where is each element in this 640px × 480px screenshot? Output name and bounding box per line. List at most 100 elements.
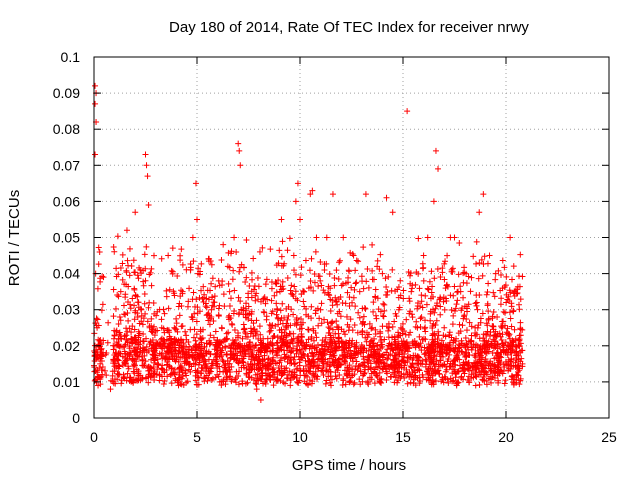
data-point: [370, 299, 377, 306]
data-point: [266, 376, 273, 383]
data-point: [358, 344, 365, 351]
data-point: [455, 271, 462, 278]
data-point: [352, 303, 359, 310]
data-point: [215, 312, 222, 319]
data-point: [316, 362, 323, 369]
data-point: [485, 316, 492, 323]
data-point: [122, 311, 129, 318]
data-point: [209, 375, 216, 382]
data-point: [284, 316, 291, 323]
data-point: [347, 378, 354, 385]
data-point: [433, 317, 440, 324]
data-point: [503, 273, 510, 280]
data-point: [98, 353, 105, 360]
data-point: [451, 234, 458, 241]
data-point: [360, 313, 367, 320]
data-point: [109, 372, 116, 379]
data-point: [451, 357, 458, 364]
data-point: [288, 306, 295, 313]
data-point: [256, 323, 263, 330]
data-point: [227, 315, 234, 322]
data-point: [490, 289, 497, 296]
data-point: [233, 248, 240, 255]
data-point: [346, 302, 353, 309]
data-point: [373, 363, 380, 370]
data-point: [397, 277, 404, 284]
data-point: [225, 280, 232, 287]
data-point: [499, 257, 506, 264]
data-point: [371, 366, 378, 373]
data-point: [336, 372, 343, 379]
data-point: [306, 267, 313, 274]
data-point: [298, 316, 305, 323]
data-point: [349, 251, 356, 258]
data-point: [245, 303, 252, 310]
data-point: [365, 284, 372, 291]
data-point: [242, 311, 249, 318]
data-point: [128, 329, 135, 336]
data-point: [501, 380, 508, 387]
data-point: [336, 338, 343, 345]
data-point: [307, 365, 314, 372]
data-point: [380, 312, 387, 319]
data-point: [475, 350, 482, 357]
data-point: [373, 372, 380, 379]
data-point: [331, 282, 338, 289]
data-point: [175, 371, 182, 378]
data-point: [437, 357, 444, 364]
data-point: [464, 377, 471, 384]
data-point: [352, 366, 359, 373]
data-point: [508, 276, 515, 283]
data-point: [515, 336, 522, 343]
data-point: [193, 369, 200, 376]
data-point: [333, 323, 340, 330]
data-point: [110, 244, 117, 251]
data-point: [460, 368, 467, 375]
data-point: [206, 321, 213, 328]
data-point: [322, 339, 329, 346]
data-point: [407, 329, 414, 336]
data-point: [389, 266, 396, 273]
data-point: [146, 299, 153, 306]
data-point: [422, 317, 429, 324]
y-tick-label: 0.05: [53, 230, 80, 246]
data-point: [450, 377, 457, 384]
data-point: [280, 379, 287, 386]
data-point: [443, 282, 450, 289]
data-point: [280, 369, 287, 376]
data-point: [499, 318, 506, 325]
data-point: [351, 321, 358, 328]
data-point: [517, 332, 524, 339]
data-point: [368, 337, 375, 344]
data-point: [239, 380, 246, 387]
data-point: [407, 280, 414, 287]
data-point: [175, 347, 182, 354]
data-point: [441, 276, 448, 283]
data-point: [129, 356, 136, 363]
data-point: [513, 286, 520, 293]
data-point: [423, 358, 430, 365]
data-point: [326, 325, 333, 332]
data-point: [321, 316, 328, 323]
data-point: [202, 303, 209, 310]
data-point: [404, 380, 411, 387]
data-point: [255, 347, 262, 354]
data-point: [491, 293, 498, 300]
data-point: [257, 396, 264, 403]
data-point: [240, 345, 247, 352]
data-point: [253, 386, 260, 393]
data-point: [291, 283, 298, 290]
data-point: [208, 261, 215, 268]
data-point: [511, 380, 518, 387]
data-point: [320, 360, 327, 367]
data-point: [424, 234, 431, 241]
data-point: [488, 340, 495, 347]
data-point: [516, 337, 523, 344]
data-point: [119, 251, 126, 258]
data-point: [385, 273, 392, 280]
data-point: [463, 327, 470, 334]
data-point: [92, 151, 99, 158]
data-point: [352, 267, 359, 274]
data-point: [356, 314, 363, 321]
data-points: [91, 82, 526, 403]
